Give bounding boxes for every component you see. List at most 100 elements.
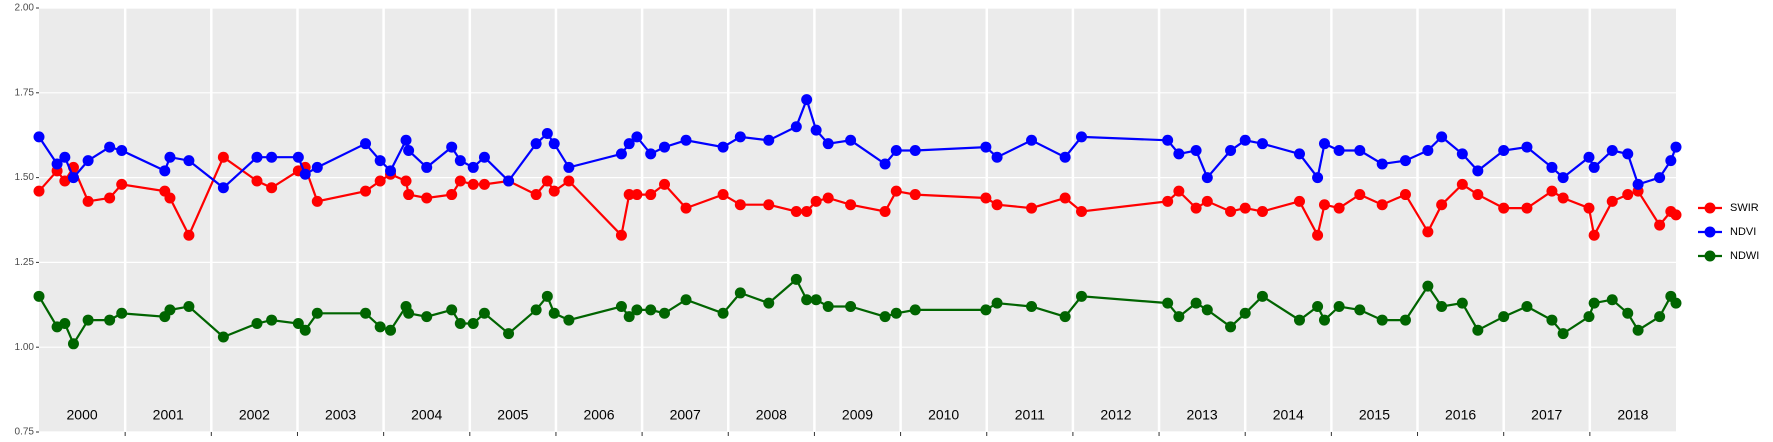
point <box>1333 202 1345 214</box>
point <box>1399 189 1411 201</box>
point <box>1256 138 1268 150</box>
point <box>421 161 433 173</box>
point <box>82 195 94 207</box>
point <box>1583 202 1595 214</box>
point <box>659 141 671 153</box>
point <box>1225 206 1237 218</box>
point <box>717 141 729 153</box>
point <box>299 168 311 180</box>
point <box>845 199 857 211</box>
x-tick-label: 2005 <box>497 407 528 423</box>
point <box>217 331 229 343</box>
point <box>400 175 412 187</box>
point <box>1436 199 1448 211</box>
point <box>1546 185 1558 197</box>
y-tick-label: 1.00 <box>15 342 35 353</box>
point <box>680 294 692 306</box>
point <box>1026 300 1038 312</box>
point <box>879 158 891 170</box>
point <box>1456 297 1468 309</box>
x-tick-label: 2016 <box>1445 407 1476 423</box>
point <box>563 161 575 173</box>
point <box>1632 324 1644 336</box>
point <box>1190 297 1202 309</box>
point <box>385 165 397 177</box>
point <box>1670 141 1682 153</box>
point <box>403 144 415 156</box>
point <box>909 304 921 316</box>
point <box>1521 141 1533 153</box>
point <box>645 148 657 160</box>
point <box>385 324 397 336</box>
point <box>266 182 278 194</box>
point <box>467 317 479 329</box>
point <box>1239 202 1251 214</box>
point <box>1606 195 1618 207</box>
point <box>1622 148 1634 160</box>
point <box>734 287 746 299</box>
point <box>1059 151 1071 163</box>
point <box>1456 148 1468 160</box>
point <box>82 155 94 167</box>
point <box>1583 311 1595 323</box>
point <box>1498 202 1510 214</box>
point <box>1293 148 1305 160</box>
x-tick-label: 2002 <box>239 407 270 423</box>
x-tick-label: 2014 <box>1273 407 1304 423</box>
point <box>890 185 902 197</box>
point <box>1201 195 1213 207</box>
point <box>311 307 323 319</box>
point <box>790 273 802 285</box>
point <box>33 290 45 302</box>
point <box>360 138 372 150</box>
point <box>164 151 176 163</box>
point <box>879 311 891 323</box>
point <box>1521 300 1533 312</box>
point <box>1583 151 1595 163</box>
point <box>1622 307 1634 319</box>
point <box>478 151 490 163</box>
point <box>1312 300 1324 312</box>
point <box>680 134 692 146</box>
x-tick-label: 2001 <box>153 407 184 423</box>
point <box>980 192 992 204</box>
point <box>1239 134 1251 146</box>
y-tick-label: 0.75 <box>15 427 35 438</box>
point <box>104 314 116 326</box>
point <box>33 131 45 143</box>
point <box>615 229 627 241</box>
point <box>1225 144 1237 156</box>
point <box>1293 195 1305 207</box>
legend-marker <box>1704 250 1716 262</box>
point <box>59 175 71 187</box>
point <box>59 151 71 163</box>
point <box>1521 202 1533 214</box>
point <box>810 195 822 207</box>
point <box>104 141 116 153</box>
y-tick-label: 1.50 <box>15 172 35 183</box>
point <box>1173 185 1185 197</box>
point <box>374 155 386 167</box>
x-tick-label: 2015 <box>1359 407 1390 423</box>
point <box>1312 172 1324 184</box>
point <box>1162 195 1174 207</box>
point <box>530 189 542 201</box>
point <box>311 195 323 207</box>
point <box>1256 290 1268 302</box>
point <box>548 307 560 319</box>
point <box>116 144 128 156</box>
point <box>1422 226 1434 238</box>
point <box>548 138 560 150</box>
point <box>374 175 386 187</box>
point <box>116 178 128 190</box>
point <box>717 307 729 319</box>
point <box>822 300 834 312</box>
point <box>1670 209 1682 221</box>
point <box>403 189 415 201</box>
point <box>1472 324 1484 336</box>
x-tick-label: 2017 <box>1531 407 1562 423</box>
point <box>541 175 553 187</box>
point <box>1190 202 1202 214</box>
point <box>1670 297 1682 309</box>
